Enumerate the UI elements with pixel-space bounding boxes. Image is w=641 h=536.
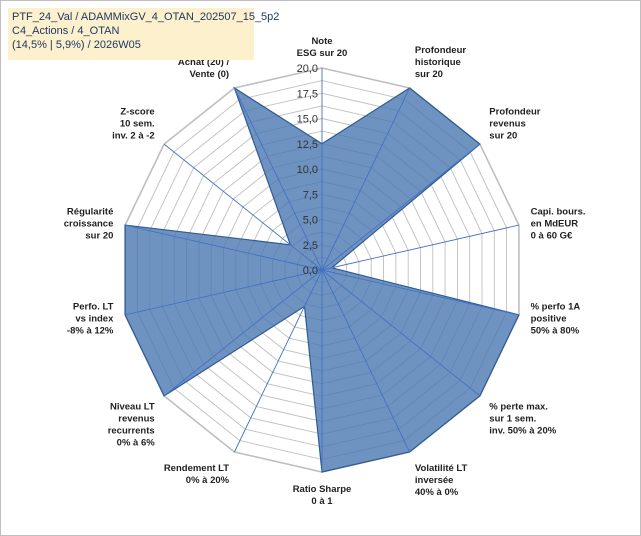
axis-label-line: revenus bbox=[118, 413, 154, 424]
axis-label-line: Z-score bbox=[120, 107, 154, 118]
axis-spoke bbox=[163, 143, 323, 271]
axis-label-line: inversée bbox=[415, 475, 454, 486]
axis-label-line: inv. 50% à 20% bbox=[489, 425, 556, 436]
axis-label: Ratio Sharpe 0 à 1 bbox=[293, 484, 352, 507]
axis-label-line: Perfo. LT bbox=[73, 302, 114, 313]
tick-label: 15,0 bbox=[297, 114, 318, 126]
tick-label: 5,0 bbox=[303, 215, 318, 227]
axis-label-line: Note bbox=[311, 36, 332, 47]
axis-label: Perfo. LT vs index -8% à 12% bbox=[67, 302, 114, 337]
axis-spoke bbox=[321, 143, 481, 271]
axis-spoke bbox=[321, 87, 411, 271]
axis-label-line: Achat (20) / bbox=[178, 57, 230, 68]
tick-label: 2,5 bbox=[303, 240, 318, 252]
axis-label-line: inv. 2 à -2 bbox=[112, 131, 155, 142]
axis-label-line: 0% à 20% bbox=[186, 475, 230, 486]
axis-label-line: 10 sem. bbox=[120, 119, 155, 130]
axis-spoke bbox=[321, 269, 520, 316]
axis-label: Régularité croissance sur 20 bbox=[64, 206, 114, 241]
axis-label-line: positive bbox=[531, 314, 567, 325]
axis-label-line: sur 1 sem. bbox=[489, 413, 536, 424]
tick-label: 20,0 bbox=[297, 63, 318, 75]
axis-label-line: sur 20 bbox=[489, 131, 517, 142]
axis-label-line: recurrents bbox=[108, 425, 155, 436]
axis-label-line: sur 20 bbox=[85, 230, 113, 241]
axis-spoke bbox=[321, 269, 411, 453]
tick-label: 0,0 bbox=[303, 265, 318, 277]
axis-label: % perte max. sur 1 sem. inv. 50% à 20% bbox=[489, 401, 556, 436]
axis-spoke bbox=[233, 87, 323, 271]
axis-label-line: Vente (0) bbox=[189, 69, 229, 80]
axis-label-line: Régularité bbox=[67, 206, 113, 217]
axis-label-line: ESG sur 20 bbox=[297, 48, 348, 59]
axis-label-line: Niveau LT bbox=[110, 401, 155, 412]
axis-label-line: revenus bbox=[489, 119, 525, 130]
info-line-3: (14,5% | 5,9%) / 2026W05 bbox=[12, 39, 141, 51]
axis-label-line: Ratio Sharpe bbox=[293, 484, 352, 495]
axis-spoke bbox=[233, 269, 323, 453]
tick-label: 12,5 bbox=[297, 139, 318, 151]
axis-spoke bbox=[124, 224, 323, 271]
axis-label-line: Profondeur bbox=[415, 45, 466, 56]
axis-label: Note ESG sur 20 bbox=[297, 36, 348, 59]
axis-label-line: 0 à 60 G€ bbox=[531, 230, 573, 241]
axis-spoke bbox=[321, 269, 481, 397]
tick-label: 17,5 bbox=[297, 88, 318, 100]
axis-label: Profondeur revenus sur 20 bbox=[489, 107, 540, 142]
axis-label-line: 50% à 80% bbox=[531, 326, 580, 337]
axis-label-line: vs index bbox=[75, 314, 114, 325]
axis-label-line: historique bbox=[415, 57, 461, 68]
axis-label-line: % perte max. bbox=[489, 401, 548, 412]
axis-label-line: Rendement LT bbox=[164, 463, 229, 474]
axis-spoke bbox=[321, 224, 520, 271]
axis-label-line: sur 20 bbox=[415, 69, 443, 80]
axis-label-line: -8% à 12% bbox=[67, 326, 114, 337]
axis-label-line: en MdEUR bbox=[531, 218, 579, 229]
portfolio-info-box: PTF_24_Val / ADAMMixGV_4_OTAN_202507_15_… bbox=[8, 8, 280, 60]
axis-label-line: % perfo 1A bbox=[531, 302, 581, 313]
axis-label-line: 0% à 6% bbox=[117, 437, 156, 448]
info-line-2: C4_Actions / 4_OTAN bbox=[12, 25, 120, 37]
axis-label: Profondeur historique sur 20 bbox=[415, 45, 466, 80]
axis-label: Volatilité LT inversée 40% à 0% bbox=[415, 463, 468, 498]
axis-label-line: Profondeur bbox=[489, 107, 540, 118]
axis-label-line: Capi. bours. bbox=[531, 206, 586, 217]
axis-label: % perfo 1A positive 50% à 80% bbox=[531, 302, 581, 337]
tick-label: 7,5 bbox=[303, 189, 318, 201]
axis-label: Niveau LT revenus recurrents 0% à 6% bbox=[108, 401, 156, 448]
axis-label: Rendement LT 0% à 20% bbox=[164, 463, 230, 486]
axis-label-line: Volatilité LT bbox=[415, 463, 468, 474]
axis-spoke bbox=[124, 269, 323, 316]
info-line-1: PTF_24_Val / ADAMMixGV_4_OTAN_202507_15_… bbox=[12, 11, 280, 23]
axis-label-line: 0 à 1 bbox=[311, 496, 333, 507]
axis-label: Capi. bours. en MdEUR 0 à 60 G€ bbox=[531, 206, 586, 241]
axis-spoke bbox=[163, 269, 323, 397]
axis-label-line: croissance bbox=[64, 218, 114, 229]
axis-label-line: 40% à 0% bbox=[415, 487, 459, 498]
axis-label: Z-score 10 sem. inv. 2 à -2 bbox=[112, 107, 155, 142]
tick-label: 10,0 bbox=[297, 164, 318, 176]
